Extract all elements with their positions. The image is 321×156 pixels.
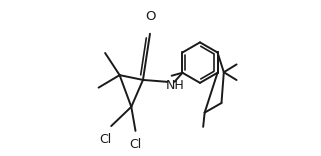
Text: Cl: Cl — [100, 133, 112, 146]
Text: O: O — [146, 10, 156, 23]
Text: Cl: Cl — [129, 138, 142, 151]
Text: NH: NH — [165, 79, 184, 92]
